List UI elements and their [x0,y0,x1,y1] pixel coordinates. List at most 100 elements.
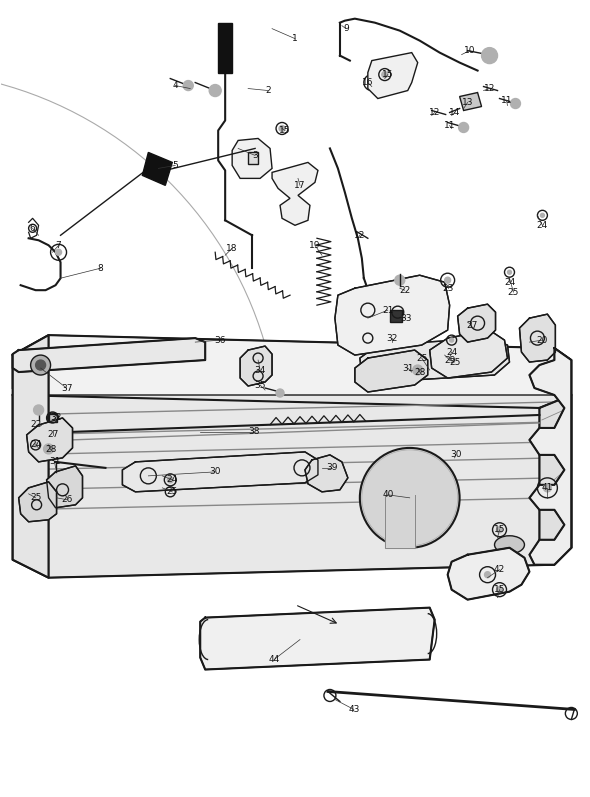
Text: 23: 23 [442,284,453,292]
Polygon shape [360,338,510,382]
Text: 29: 29 [444,355,455,364]
Polygon shape [12,338,205,372]
Circle shape [34,443,38,447]
Polygon shape [12,335,571,408]
Text: 42: 42 [494,565,505,574]
Text: 3: 3 [252,151,258,160]
Polygon shape [390,310,402,322]
Polygon shape [448,548,529,599]
Text: 15: 15 [494,585,505,595]
Text: 22: 22 [399,285,411,295]
Circle shape [276,389,284,397]
Text: 26: 26 [62,495,73,505]
Polygon shape [430,330,507,378]
Polygon shape [47,466,83,508]
Text: 24: 24 [446,347,457,356]
Polygon shape [368,53,418,99]
Text: 22: 22 [30,421,41,430]
Circle shape [395,275,405,285]
Polygon shape [305,455,348,492]
Polygon shape [272,163,318,226]
Text: 27: 27 [47,430,58,439]
Text: 11: 11 [444,121,455,130]
Text: 24: 24 [504,277,515,287]
Text: 15: 15 [382,70,394,79]
Text: 36: 36 [214,336,226,344]
Text: 25: 25 [166,487,178,497]
Polygon shape [539,395,571,565]
Text: 27: 27 [466,320,477,330]
Circle shape [507,270,512,274]
Text: 24: 24 [30,441,41,450]
Circle shape [209,84,221,96]
Text: 20: 20 [537,336,548,344]
Polygon shape [48,414,57,422]
Text: 43: 43 [348,705,359,714]
Circle shape [168,477,173,483]
Text: 32: 32 [50,414,61,422]
Text: 30: 30 [450,450,461,459]
Text: 12: 12 [354,231,366,240]
Text: 37: 37 [61,383,73,392]
Polygon shape [460,92,481,111]
Text: 19: 19 [309,241,321,249]
Circle shape [35,360,45,370]
Text: 10: 10 [464,46,476,55]
Polygon shape [519,314,555,362]
Circle shape [510,99,520,108]
Text: 12: 12 [484,84,495,93]
Text: 40: 40 [382,490,394,500]
Text: 18: 18 [227,244,238,253]
Text: 17: 17 [294,181,306,190]
Text: 38: 38 [248,427,260,437]
Text: .com: .com [360,411,427,435]
Text: 2: 2 [266,86,271,95]
Circle shape [360,448,460,548]
Ellipse shape [494,536,525,554]
Text: 5: 5 [172,161,178,170]
Text: 32: 32 [386,334,398,343]
Text: 21: 21 [382,306,394,315]
Polygon shape [355,350,428,392]
Polygon shape [248,152,258,164]
Text: 25: 25 [508,288,519,296]
Polygon shape [142,152,172,186]
Circle shape [413,365,422,375]
Circle shape [279,125,285,132]
Circle shape [481,48,497,64]
Polygon shape [385,495,415,548]
Text: 25: 25 [416,354,427,363]
Text: 34: 34 [254,366,266,375]
Circle shape [31,355,51,375]
Polygon shape [12,335,48,578]
Circle shape [497,527,503,532]
Polygon shape [335,275,450,355]
Text: 12: 12 [429,108,440,117]
Text: 9: 9 [343,24,349,33]
Circle shape [44,444,54,454]
Text: 25: 25 [449,358,460,367]
Text: 7: 7 [55,241,61,249]
Polygon shape [12,395,571,578]
Text: 31: 31 [49,457,60,466]
Circle shape [183,80,194,91]
Text: 11: 11 [501,96,512,105]
Text: 6: 6 [30,224,35,233]
Text: 14: 14 [449,108,460,117]
Polygon shape [19,482,57,522]
Text: 35: 35 [254,380,266,390]
Text: 28: 28 [45,446,56,454]
Text: 41: 41 [542,483,553,493]
Circle shape [34,405,44,415]
Circle shape [484,571,490,578]
Polygon shape [529,348,571,565]
Polygon shape [200,607,435,669]
Circle shape [55,249,61,255]
Text: 24: 24 [166,475,178,485]
Polygon shape [232,139,272,179]
Circle shape [458,123,468,132]
Text: 25: 25 [30,493,41,502]
Polygon shape [240,346,272,386]
Text: 31: 31 [402,363,414,372]
Text: 33: 33 [400,314,411,323]
